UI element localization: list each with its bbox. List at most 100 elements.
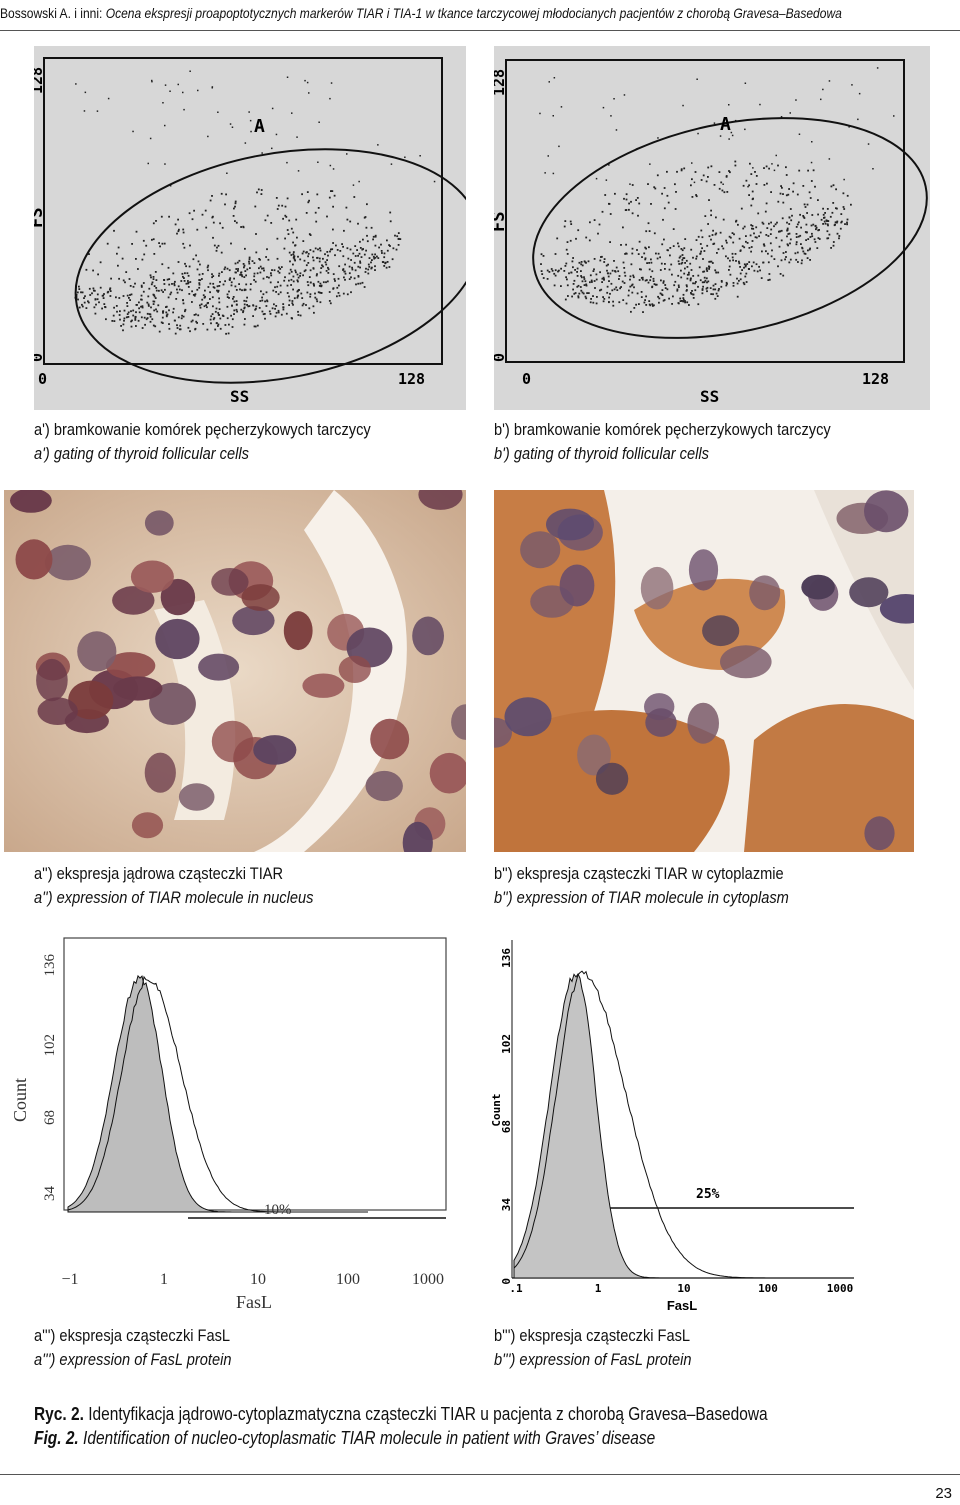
event-dot: [566, 241, 569, 243]
event-dot: [309, 295, 312, 298]
event-dot: [271, 307, 274, 310]
x-tick-1000: 1000: [412, 1271, 444, 1288]
header-title: Ocena ekspresji proapoptotycznych marker…: [105, 5, 842, 21]
event-dot: [370, 261, 372, 264]
event-dot: [241, 289, 243, 292]
event-dot: [755, 226, 758, 229]
event-dot: [386, 249, 389, 252]
event-dot: [764, 210, 767, 213]
event-dot: [354, 245, 357, 247]
event-dot: [777, 265, 779, 268]
event-dot: [266, 214, 269, 217]
event-dot: [735, 220, 737, 223]
event-dot: [789, 112, 791, 114]
event-dot: [644, 299, 646, 301]
event-dot: [245, 283, 248, 286]
event-dot: [272, 289, 275, 292]
event-dot: [599, 271, 601, 274]
event-dot: [256, 324, 259, 327]
event-dot: [134, 317, 137, 320]
event-dot: [182, 91, 184, 94]
event-dot: [754, 171, 756, 173]
event-dot: [93, 289, 96, 292]
event-dot: [217, 111, 219, 113]
event-dot: [824, 212, 826, 214]
event-dot: [328, 196, 331, 199]
event-dot: [282, 303, 285, 305]
event-dot: [243, 276, 246, 278]
event-dot: [306, 191, 309, 193]
event-dot: [301, 193, 303, 196]
event-dot: [785, 251, 787, 253]
y-axis-label: FS: [34, 208, 47, 228]
event-dot: [289, 260, 291, 263]
event-dot: [122, 279, 125, 282]
event-dot: [236, 261, 239, 264]
event-dot: [83, 297, 85, 299]
event-dot: [338, 265, 341, 268]
event-dot: [263, 269, 265, 272]
event-dot: [661, 243, 664, 246]
event-dot: [351, 266, 353, 269]
event-dot: [326, 280, 329, 283]
event-dot: [226, 293, 229, 296]
event-dot: [249, 283, 252, 285]
event-dot: [602, 106, 605, 109]
event-dot: [388, 244, 390, 246]
event-dot: [697, 235, 700, 238]
event-dot: [234, 205, 236, 208]
event-dot: [303, 259, 306, 262]
event-dot: [701, 247, 703, 250]
event-dot: [813, 238, 816, 241]
panel-a3-histogram: 10% 136 102 68 34 Count −1 1 10 100 1000…: [4, 930, 454, 1316]
event-dot: [264, 317, 266, 320]
event-dot: [599, 289, 601, 292]
event-dot: [828, 158, 831, 160]
event-dot: [353, 277, 356, 280]
event-dot: [578, 292, 581, 295]
event-dot: [623, 197, 625, 200]
event-dot: [668, 297, 670, 300]
event-dot: [757, 212, 760, 215]
event-dot: [539, 112, 541, 115]
event-dot: [185, 282, 188, 285]
event-dot: [218, 297, 220, 300]
event-dot: [820, 98, 822, 101]
event-dot: [718, 187, 721, 190]
event-dot: [826, 223, 829, 226]
event-dot: [331, 248, 334, 251]
cell-nucleus: [15, 539, 53, 580]
event-dot: [292, 231, 295, 234]
event-dot: [224, 280, 226, 283]
event-dot: [682, 298, 685, 301]
event-dot: [806, 212, 808, 214]
event-dot: [350, 259, 352, 261]
event-dot: [798, 169, 801, 172]
event-dot: [867, 143, 870, 145]
event-dot: [113, 320, 116, 322]
event-dot: [292, 303, 294, 306]
header-authors: Bossowski A. i inni:: [0, 5, 106, 21]
event-dot: [132, 130, 134, 133]
event-dot: [219, 317, 222, 320]
event-dot: [782, 274, 785, 277]
event-dot: [248, 256, 251, 259]
event-dot: [805, 223, 808, 226]
event-dot: [788, 216, 791, 219]
event-dot: [194, 293, 197, 296]
event-dot: [736, 282, 739, 285]
event-dot: [613, 260, 615, 262]
x-tick-10: 10: [250, 1271, 266, 1288]
event-dot: [136, 304, 138, 306]
event-dot: [239, 288, 241, 291]
event-dot: [152, 276, 155, 278]
event-dot: [700, 250, 702, 253]
event-dot: [150, 306, 152, 309]
event-dot: [271, 147, 273, 150]
event-dot: [260, 189, 263, 191]
event-dot: [296, 279, 299, 282]
event-dot: [352, 252, 355, 255]
event-dot: [374, 265, 376, 268]
event-dot: [808, 191, 811, 194]
event-dot: [811, 141, 813, 143]
